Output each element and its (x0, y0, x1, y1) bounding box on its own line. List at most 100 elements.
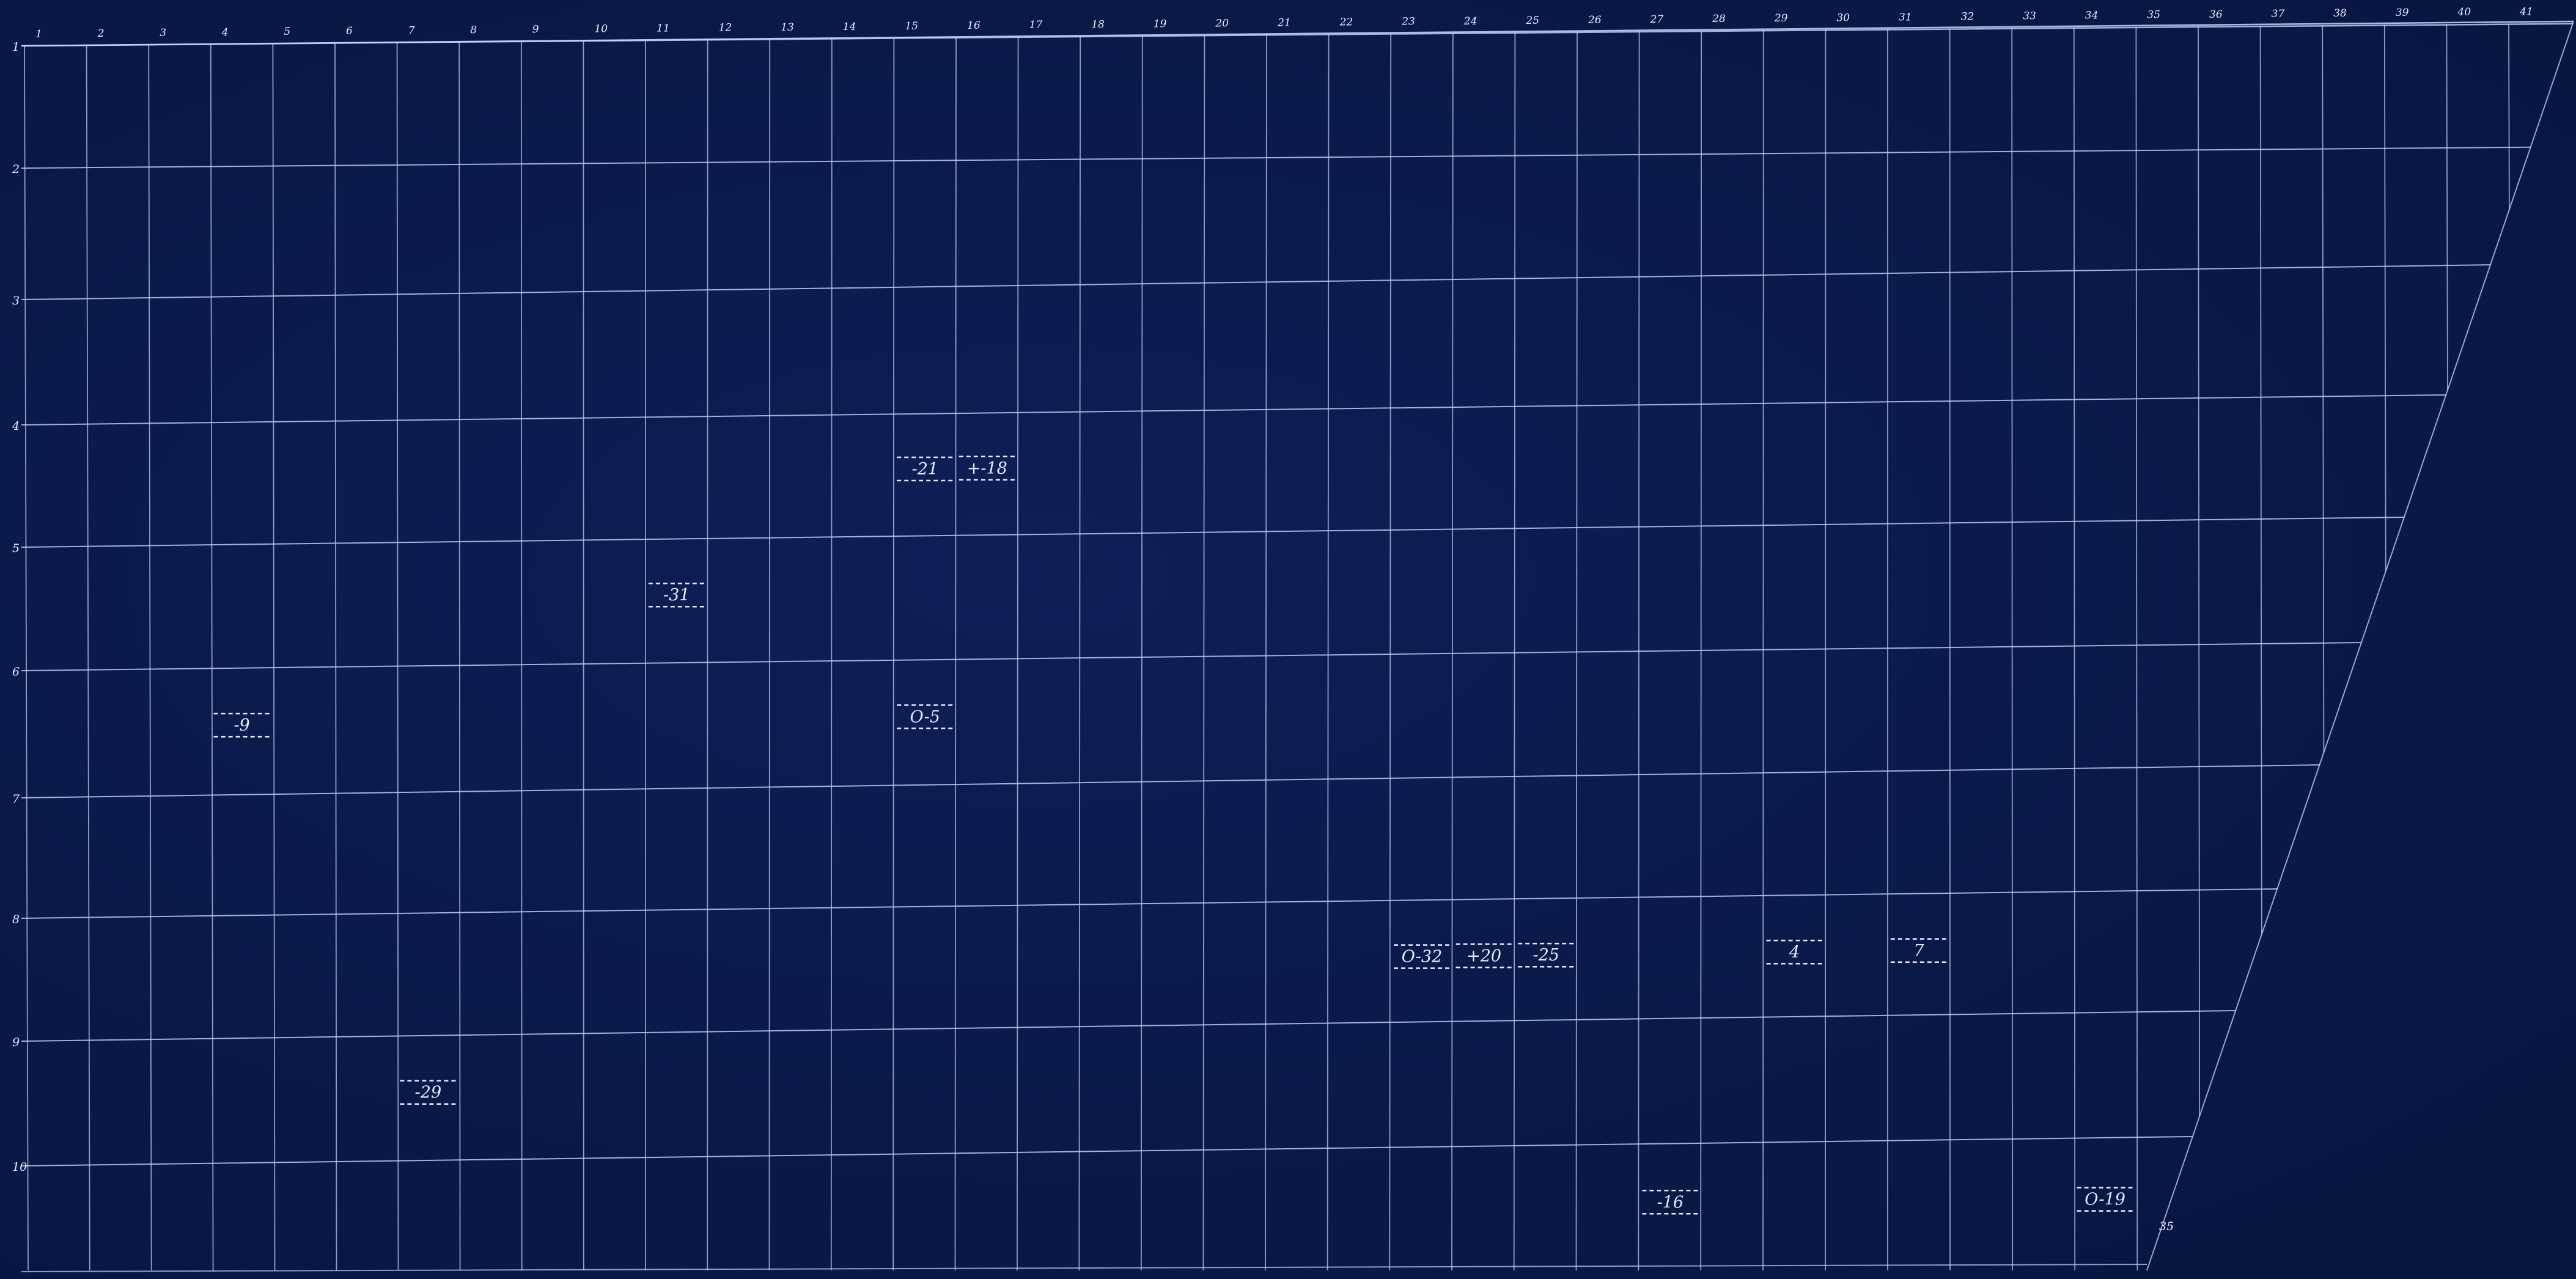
grid-row-line (21, 394, 2446, 426)
grid-column-line (892, 38, 895, 1271)
grid-row-line (21, 1135, 2193, 1167)
column-label: 8 (470, 24, 477, 36)
column-label: 18 (1091, 18, 1105, 31)
row-label: 9 (12, 1036, 20, 1049)
column-label: 28 (1712, 13, 1726, 25)
grid-row-line (21, 1010, 2236, 1042)
column-label: 10 (594, 23, 608, 35)
grid-column-line (24, 45, 29, 1271)
row-label: 7 (12, 792, 20, 806)
column-label: 32 (1961, 10, 1974, 23)
grid-column-line (1762, 30, 1764, 1271)
column-label: 7 (408, 24, 415, 37)
row-label: 4 (12, 419, 20, 433)
grid-column-line (2073, 27, 2076, 1271)
marker-value: +-18 (967, 459, 1007, 478)
column-label: 38 (2333, 7, 2347, 20)
grid-column-line (334, 43, 337, 1271)
grid-column-line (2322, 25, 2325, 753)
marker-value: O-5 (910, 707, 940, 726)
column-label: 36 (2209, 9, 2223, 21)
grid-column-line (2198, 26, 2201, 1116)
marker-value: 4 (1789, 943, 1800, 962)
column-label: 15 (905, 20, 918, 32)
marker-box: O-5 (897, 704, 954, 729)
grid-row-line (21, 146, 2531, 169)
marker-value: 7 (1913, 942, 1924, 960)
column-label: 20 (1215, 17, 1229, 29)
marker-box: +-18 (959, 455, 1015, 481)
marker-box: +20 (1455, 943, 1512, 968)
column-label: 29 (1774, 12, 1788, 24)
column-label: 39 (2396, 7, 2409, 19)
column-label: 4 (221, 26, 229, 39)
row-label: 6 (12, 665, 20, 679)
row-label: 8 (12, 913, 20, 926)
grid-bottom-line (21, 1264, 2147, 1272)
marker-value: -9 (234, 716, 249, 735)
marker-box: -21 (897, 456, 954, 482)
sheet-edge-line (2146, 21, 2574, 1271)
grid-column-line (458, 42, 461, 1271)
grid-column-line (830, 39, 833, 1271)
grid-column-line (954, 37, 957, 1271)
grid-top-line (21, 20, 2574, 47)
column-label: 31 (1899, 11, 1912, 23)
grid-column-line (2446, 24, 2448, 391)
column-label: 23 (1401, 16, 1415, 28)
marker-box: -16 (1642, 1190, 1699, 1215)
grid-row-line (21, 517, 2405, 548)
column-label: 34 (2085, 10, 2099, 22)
grid-column-line (396, 42, 399, 1271)
marker-value: -29 (415, 1083, 441, 1102)
row-label: 5 (12, 542, 20, 555)
marker-value: -16 (1657, 1193, 1684, 1212)
column-label: 5 (284, 26, 290, 38)
column-label: 16 (967, 20, 981, 32)
grid-row-line (21, 764, 2320, 798)
marker-box: -25 (1518, 942, 1575, 968)
marker-box: 4 (1766, 940, 1823, 965)
marker-box: -29 (400, 1080, 457, 1105)
grid-column-line (1638, 31, 1640, 1271)
grid-column-line (1327, 34, 1330, 1271)
column-label: 25 (1525, 15, 1539, 27)
marker-value: O-19 (2085, 1190, 2125, 1209)
column-label: 2 (97, 28, 105, 40)
grid-row-line (21, 264, 2491, 300)
column-label: 1 (35, 28, 42, 40)
marker-value: +20 (1466, 946, 1501, 965)
grid-column-line (1265, 34, 1267, 1271)
grid-column-line (210, 44, 214, 1271)
grid-column-line (1017, 37, 1019, 1271)
column-label: 22 (1339, 17, 1353, 29)
column-label: 6 (346, 25, 353, 37)
grid-column-line (1575, 32, 1578, 1271)
marker-box: -31 (648, 582, 705, 608)
grid-column-line (272, 43, 276, 1271)
column-label: 21 (1277, 17, 1291, 29)
column-label: 33 (2023, 10, 2036, 23)
column-label: 35 (2147, 9, 2160, 21)
grid-column-line (86, 45, 90, 1271)
marker-value: -25 (1533, 946, 1559, 965)
column-label: 37 (2272, 8, 2285, 20)
row-label: 1 (12, 40, 20, 54)
column-label: 24 (1463, 15, 1478, 28)
column-label: 9 (532, 23, 539, 35)
marker-value: O-32 (1402, 948, 1443, 967)
row-label: 3 (12, 294, 20, 308)
column-label: 30 (1836, 12, 1850, 24)
grid-column-line (520, 41, 523, 1271)
grid-column-line (2259, 26, 2262, 935)
column-label: 26 (1588, 14, 1602, 26)
marker-box: O-19 (2077, 1187, 2133, 1212)
column-label: 40 (2457, 6, 2471, 18)
column-label: 12 (719, 22, 732, 34)
grid-column-line (2135, 26, 2138, 1271)
grid-row-line (21, 888, 2278, 919)
grid-column-line (1389, 33, 1392, 1271)
grid-column-line (1451, 32, 1454, 1271)
